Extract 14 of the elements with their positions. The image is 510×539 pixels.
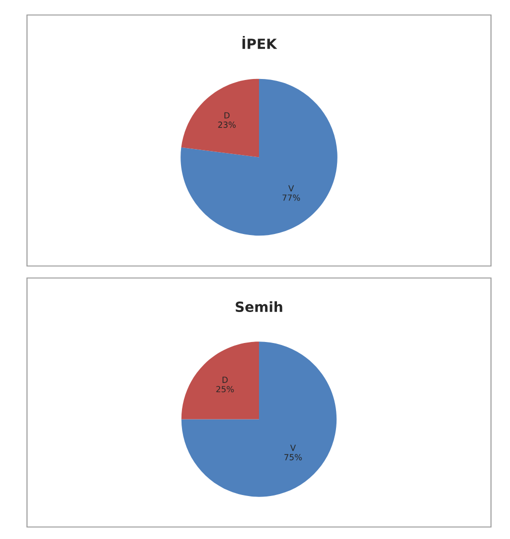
data-label: 77%	[282, 194, 300, 201]
slice-label: D	[224, 112, 230, 118]
slice-label: V	[288, 185, 294, 192]
chart-title: İPEK	[242, 36, 278, 49]
chart-title: Semih	[236, 301, 282, 312]
pie-slice	[181, 342, 259, 420]
pie-slice	[180, 78, 338, 236]
slice-label: V	[290, 444, 296, 451]
pie-slice	[181, 78, 259, 158]
data-label: 75%	[284, 454, 302, 460]
data-label: 25%	[216, 386, 234, 392]
slice-label: D	[222, 376, 228, 383]
data-label: 23%	[218, 122, 236, 128]
pie-slice	[181, 342, 337, 497]
